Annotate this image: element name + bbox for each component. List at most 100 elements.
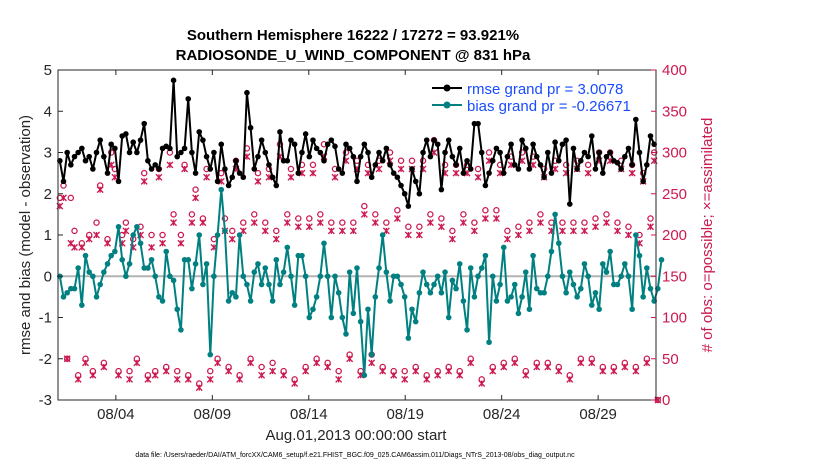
obs-assimilated-point <box>434 371 442 379</box>
bias-point <box>570 281 577 288</box>
obs-assimilated-point <box>89 371 97 379</box>
bias-point <box>240 273 247 280</box>
bias-point <box>148 256 155 263</box>
x-tick-label: 08/19 <box>386 406 424 423</box>
bias-series <box>57 186 665 379</box>
bias-point <box>416 289 423 296</box>
rmse-point <box>68 162 74 168</box>
rmse-point <box>581 149 588 156</box>
rmse-point <box>178 149 184 156</box>
x-axis: 08/04 08/09 08/14 08/19 08/24 08/29 <box>97 70 617 423</box>
bias-point <box>284 244 291 251</box>
bias-point <box>489 273 496 280</box>
rmse-point <box>570 145 577 152</box>
obs-possible-point <box>383 219 390 226</box>
y-right-tick-label: 50 <box>662 351 679 368</box>
obs-assimilated-point <box>478 380 486 387</box>
obs-assimilated-point <box>316 219 324 227</box>
obs-possible-point <box>449 227 456 235</box>
obs-assimilated-point <box>577 359 585 367</box>
bias-point <box>313 294 320 300</box>
rmse-point <box>97 137 103 143</box>
bias-point <box>354 265 360 271</box>
rmse-point <box>493 145 500 152</box>
bias-point <box>236 232 243 238</box>
obs-possible-point <box>273 227 280 235</box>
rmse-point <box>445 137 452 143</box>
bias-point <box>636 252 643 259</box>
rmse-point <box>625 145 632 152</box>
bias-point <box>412 318 419 325</box>
bias-point <box>350 310 357 317</box>
obs-possible-point <box>258 363 265 371</box>
obs-possible-point <box>474 165 482 173</box>
obs-possible-point <box>647 215 654 222</box>
x-tick-label: 08/04 <box>97 406 135 423</box>
bias-point <box>603 269 610 275</box>
bias-point <box>90 273 96 280</box>
rmse-point <box>552 139 558 145</box>
bias-point <box>647 285 654 292</box>
bias-point <box>526 306 533 313</box>
plot-area <box>58 70 656 400</box>
obs-assimilated-point <box>599 367 607 375</box>
legend-bias-marker <box>443 101 451 109</box>
rmse-point <box>526 166 533 172</box>
bias-point <box>211 273 217 280</box>
bias-point <box>79 302 85 308</box>
rmse-point <box>141 120 148 127</box>
rmse-point <box>486 170 492 176</box>
obs-assimilated-point <box>60 194 67 202</box>
y-right-tick-label: 0 <box>662 392 670 409</box>
bias-point <box>203 261 210 267</box>
obs-assimilated-point <box>456 371 464 379</box>
bias-point <box>497 281 503 288</box>
obs-possible-point <box>614 219 621 226</box>
bias-point <box>541 289 547 296</box>
rmse-point <box>60 178 67 185</box>
bias-point <box>508 294 514 300</box>
bias-point <box>420 269 426 275</box>
obs-possible-point <box>394 206 401 214</box>
rmse-point <box>511 162 518 168</box>
rmse-point <box>574 166 580 172</box>
obs-assimilated-point <box>228 235 236 243</box>
rmse-point <box>137 137 144 143</box>
bias-point <box>365 306 371 313</box>
obs-possible-point <box>493 206 500 214</box>
obs-assimilated-point <box>511 359 519 367</box>
obs-possible-point <box>173 367 181 375</box>
obs-assimilated-point <box>104 239 111 247</box>
bias-point <box>596 306 602 313</box>
rmse-point <box>269 174 276 181</box>
rmse-point <box>600 170 606 176</box>
bias-point <box>493 298 500 304</box>
obs-possible-point <box>56 194 64 202</box>
obs-possible-point <box>71 227 78 235</box>
bias-point <box>379 232 386 238</box>
obs-possible-point <box>328 219 335 226</box>
obs-assimilated-point <box>415 231 423 239</box>
rmse-point <box>449 153 456 160</box>
bias-point <box>134 223 140 230</box>
obs-assimilated-point <box>467 359 475 367</box>
bias-point <box>71 285 78 292</box>
obs-assimilated-point <box>632 367 640 375</box>
obs-possible-point <box>251 211 258 218</box>
bias-point <box>453 285 459 292</box>
bias-point <box>376 265 382 271</box>
obs-assimilated-point <box>214 359 222 367</box>
bias-point <box>544 273 551 280</box>
bias-point <box>361 372 368 379</box>
obs-assimilated-point <box>247 359 255 367</box>
y-axis-right: 0 50 100 150 200 250 300 350 400 <box>651 62 687 409</box>
bias-point <box>251 269 258 275</box>
bias-point <box>163 248 170 255</box>
legend-rmse-label: rmse grand pr = 3.0078 <box>467 81 623 98</box>
bias-point <box>500 244 507 251</box>
bias-point <box>101 269 107 275</box>
bias-point <box>218 186 225 193</box>
y-right-tick-label: 350 <box>662 103 687 120</box>
bias-point <box>471 294 478 300</box>
bias-point <box>244 281 250 288</box>
